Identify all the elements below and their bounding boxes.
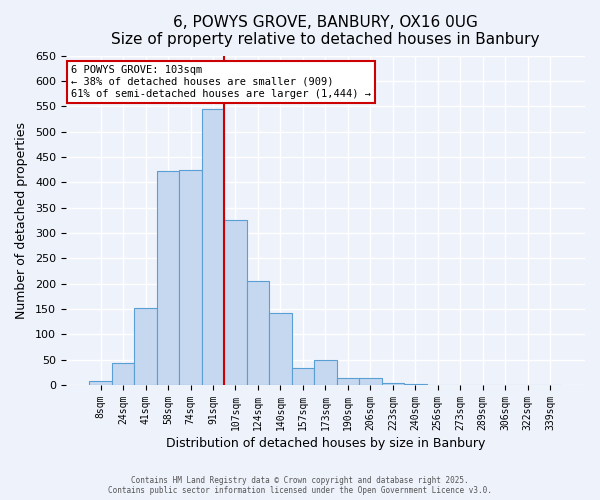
Bar — [89, 381, 112, 385]
X-axis label: Distribution of detached houses by size in Banbury: Distribution of detached houses by size … — [166, 437, 485, 450]
Text: Contains HM Land Registry data © Crown copyright and database right 2025.
Contai: Contains HM Land Registry data © Crown c… — [108, 476, 492, 495]
Bar — [202, 110, 224, 385]
Bar — [314, 360, 337, 385]
Bar — [359, 378, 382, 385]
Text: 6 POWYS GROVE: 103sqm
← 38% of detached houses are smaller (909)
61% of semi-det: 6 POWYS GROVE: 103sqm ← 38% of detached … — [71, 66, 371, 98]
Bar — [337, 378, 359, 385]
Bar — [247, 281, 269, 385]
Title: 6, POWYS GROVE, BANBURY, OX16 0UG
Size of property relative to detached houses i: 6, POWYS GROVE, BANBURY, OX16 0UG Size o… — [111, 15, 539, 48]
Bar — [382, 382, 404, 385]
Bar — [157, 171, 179, 385]
Y-axis label: Number of detached properties: Number of detached properties — [15, 122, 28, 319]
Bar — [179, 170, 202, 385]
Bar — [112, 363, 134, 385]
Bar — [224, 220, 247, 385]
Bar — [292, 368, 314, 385]
Bar — [134, 308, 157, 385]
Bar — [269, 312, 292, 385]
Bar — [404, 384, 427, 385]
Bar — [427, 384, 449, 385]
